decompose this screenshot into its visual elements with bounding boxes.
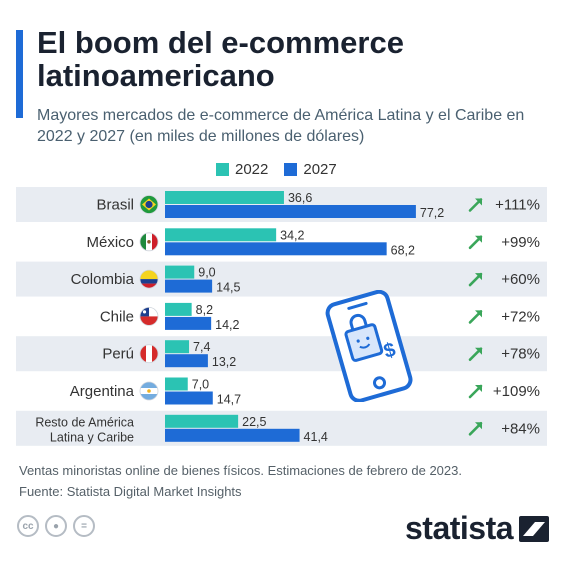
- category-label: Resto de América: [35, 415, 134, 429]
- data-label-2027: 14,7: [217, 393, 241, 407]
- brand-logo[interactable]: statista: [405, 510, 550, 547]
- category-label: Argentina: [70, 383, 135, 400]
- data-label-2022: 9,0: [198, 266, 215, 280]
- bar-2027: [165, 428, 300, 442]
- growth-label: +111%: [495, 197, 540, 214]
- colombia-flag-icon: [139, 269, 159, 289]
- row-band: [16, 336, 547, 372]
- mexico-flag-icon: [139, 232, 159, 252]
- brazil-flag-icon: [139, 195, 159, 214]
- row-band: [16, 261, 547, 297]
- title-accent-bar: [16, 30, 23, 118]
- brand-name: statista: [405, 510, 514, 546]
- statista-logo-icon: [519, 515, 550, 542]
- data-label-2022: 7,0: [192, 378, 209, 392]
- data-label-2022: 7,4: [193, 340, 210, 354]
- growth-label: +109%: [493, 383, 540, 400]
- peru-flag-icon: [139, 344, 159, 364]
- bar-2022: [165, 377, 188, 391]
- growth-label: +78%: [501, 346, 540, 363]
- growth-arrowhead-icon: [475, 385, 482, 392]
- bar-2027: [165, 354, 208, 368]
- bar-2022: [165, 191, 284, 204]
- legend-swatch-2027: [284, 163, 298, 176]
- legend-label-2027: 2027: [303, 161, 337, 178]
- data-label-2027: 14,5: [216, 281, 240, 295]
- growth-arrowhead-icon: [475, 198, 482, 206]
- growth-arrowhead-icon: [475, 422, 482, 430]
- data-label-2027: 14,2: [215, 318, 239, 332]
- equals-icon[interactable]: =: [73, 515, 95, 537]
- bar-2022: [165, 414, 239, 428]
- category-label: Brasil: [96, 197, 134, 214]
- growth-label: +72%: [501, 308, 540, 325]
- footnote-source: Fuente: Statista Digital Market Insights: [19, 484, 242, 499]
- chile-flag-icon: [139, 306, 159, 326]
- bar-2027: [165, 316, 212, 330]
- chart-subtitle: Mayores mercados de e-commerce de Améric…: [37, 107, 525, 145]
- bar-2027: [165, 279, 213, 293]
- license-icons: cc ● =: [17, 515, 101, 537]
- bar-2027: [165, 205, 416, 218]
- growth-label: +60%: [501, 271, 540, 288]
- growth-arrowhead-icon: [475, 347, 482, 355]
- bar-2027: [165, 242, 387, 256]
- data-label-2022: 36,6: [288, 191, 312, 205]
- footnote-note: Ventas minoristas online de bienes físic…: [19, 463, 462, 478]
- data-label-2022: 34,2: [280, 228, 304, 242]
- data-label-2027: 77,2: [420, 206, 444, 220]
- legend-item-2027: 2027: [284, 161, 337, 178]
- growth-arrowhead-icon: [475, 273, 482, 281]
- person-icon[interactable]: ●: [45, 515, 67, 537]
- cc-icon[interactable]: cc: [17, 515, 39, 537]
- category-label: Perú: [102, 346, 134, 363]
- bar-2022: [165, 302, 192, 316]
- growth-arrowhead-icon: [475, 310, 482, 318]
- category-label: Colombia: [71, 271, 135, 288]
- growth-label: +84%: [501, 420, 540, 437]
- growth-arrowhead-icon: [475, 235, 482, 243]
- growth-label: +99%: [501, 234, 540, 251]
- legend-label-2022: 2022: [235, 161, 269, 178]
- bar-2022: [165, 340, 190, 354]
- data-label-2027: 13,2: [212, 355, 236, 369]
- data-label-2027: 41,4: [304, 430, 328, 444]
- chart-title: El boom del e-commerce latinoamericano: [37, 25, 404, 93]
- data-label-2022: 22,5: [242, 415, 266, 429]
- bar-2022: [165, 265, 195, 279]
- data-label-2022: 8,2: [196, 303, 213, 317]
- bar-2027: [165, 391, 213, 405]
- legend: 2022 2027: [216, 161, 353, 178]
- category-label: México: [86, 234, 134, 251]
- legend-swatch-2022: [216, 163, 229, 176]
- data-label-2027: 68,2: [391, 243, 415, 257]
- category-label: Chile: [100, 308, 134, 325]
- footnote: Ventas minoristas online de bienes físic…: [19, 460, 462, 502]
- category-label: Latina y Caribe: [50, 430, 134, 444]
- argentina-flag-icon: [139, 381, 159, 401]
- phone-shopping-illustration-icon: $: [325, 290, 413, 402]
- legend-item-2022: 2022: [216, 161, 268, 178]
- bar-2022: [165, 228, 277, 242]
